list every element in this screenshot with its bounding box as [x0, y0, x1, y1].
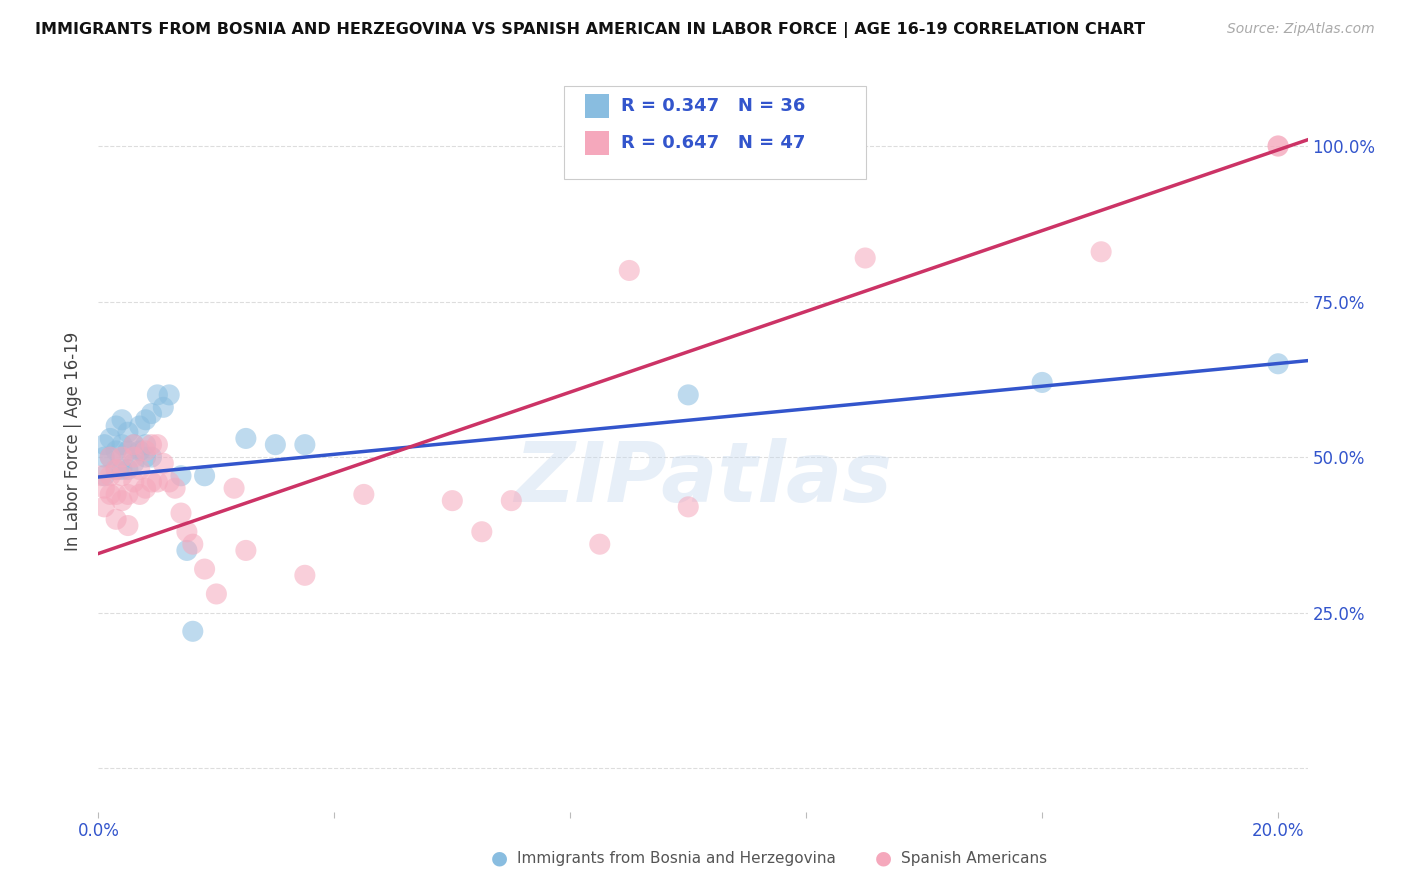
Point [353, 487, 375, 501]
Point [264, 437, 287, 451]
FancyBboxPatch shape [564, 87, 866, 178]
Point [471, 524, 494, 539]
Point [157, 475, 180, 489]
Point [146, 475, 169, 489]
Y-axis label: In Labor Force | Age 16-19: In Labor Force | Age 16-19 [65, 332, 83, 551]
Point [165, 481, 187, 495]
Point [111, 450, 134, 464]
Point [135, 481, 157, 495]
Point [135, 443, 157, 458]
Point [117, 443, 139, 458]
Point [105, 462, 128, 476]
Point [294, 437, 316, 451]
Text: R = 0.347   N = 36: R = 0.347 N = 36 [621, 97, 806, 115]
Point [117, 518, 139, 533]
Point [157, 388, 180, 402]
Point [128, 462, 150, 476]
Point [170, 506, 193, 520]
Point [98, 450, 121, 464]
Text: R = 0.647   N = 47: R = 0.647 N = 47 [621, 134, 806, 153]
Point [135, 413, 157, 427]
Point [853, 251, 876, 265]
Point [117, 462, 139, 476]
Point [1031, 376, 1053, 390]
Point [619, 263, 641, 277]
Point [135, 437, 157, 451]
Point [98, 450, 121, 464]
Point [141, 437, 163, 451]
Point [222, 481, 245, 495]
Text: ZIPatlas: ZIPatlas [515, 438, 891, 519]
Point [1267, 139, 1289, 153]
Point [678, 388, 700, 402]
Point [235, 432, 257, 446]
Text: IMMIGRANTS FROM BOSNIA AND HERZEGOVINA VS SPANISH AMERICAN IN LABOR FORCE | AGE : IMMIGRANTS FROM BOSNIA AND HERZEGOVINA V… [35, 22, 1146, 38]
Point [98, 432, 121, 446]
Point [111, 493, 134, 508]
Point [122, 450, 145, 464]
Point [128, 419, 150, 434]
Point [111, 413, 134, 427]
Point [146, 437, 169, 451]
Point [135, 450, 157, 464]
Point [93, 468, 115, 483]
Point [98, 487, 121, 501]
Point [141, 475, 163, 489]
Point [105, 443, 128, 458]
Point [105, 487, 128, 501]
Point [122, 437, 145, 451]
Point [93, 500, 115, 514]
Point [441, 493, 464, 508]
Point [1090, 244, 1112, 259]
Text: Source: ZipAtlas.com: Source: ZipAtlas.com [1227, 22, 1375, 37]
Point [122, 456, 145, 470]
Point [1267, 357, 1289, 371]
Point [589, 537, 612, 551]
Point [181, 624, 204, 639]
Point [105, 462, 128, 476]
Point [176, 543, 198, 558]
Point [181, 537, 204, 551]
Point [235, 543, 257, 558]
Point [152, 401, 174, 415]
FancyBboxPatch shape [585, 95, 609, 118]
Point [105, 419, 128, 434]
Text: Immigrants from Bosnia and Herzegovina: Immigrants from Bosnia and Herzegovina [517, 851, 837, 865]
Text: Spanish Americans: Spanish Americans [901, 851, 1047, 865]
Point [111, 462, 134, 476]
Point [93, 481, 115, 495]
Point [122, 475, 145, 489]
Point [678, 500, 700, 514]
Point [117, 425, 139, 440]
Point [90, 468, 112, 483]
Text: ●: ● [491, 848, 508, 868]
Point [146, 388, 169, 402]
Point [170, 468, 193, 483]
Point [501, 493, 523, 508]
Point [141, 407, 163, 421]
Point [294, 568, 316, 582]
Point [194, 562, 217, 576]
Point [111, 468, 134, 483]
Point [105, 512, 128, 526]
Point [98, 468, 121, 483]
Point [176, 524, 198, 539]
Point [152, 456, 174, 470]
Point [93, 450, 115, 464]
FancyBboxPatch shape [585, 131, 609, 155]
Point [93, 437, 115, 451]
Point [194, 468, 217, 483]
Point [128, 443, 150, 458]
Point [117, 487, 139, 501]
Point [111, 437, 134, 451]
Point [141, 450, 163, 464]
Point [122, 437, 145, 451]
Point [128, 487, 150, 501]
Text: ●: ● [875, 848, 891, 868]
Point [1267, 139, 1289, 153]
Point [205, 587, 228, 601]
